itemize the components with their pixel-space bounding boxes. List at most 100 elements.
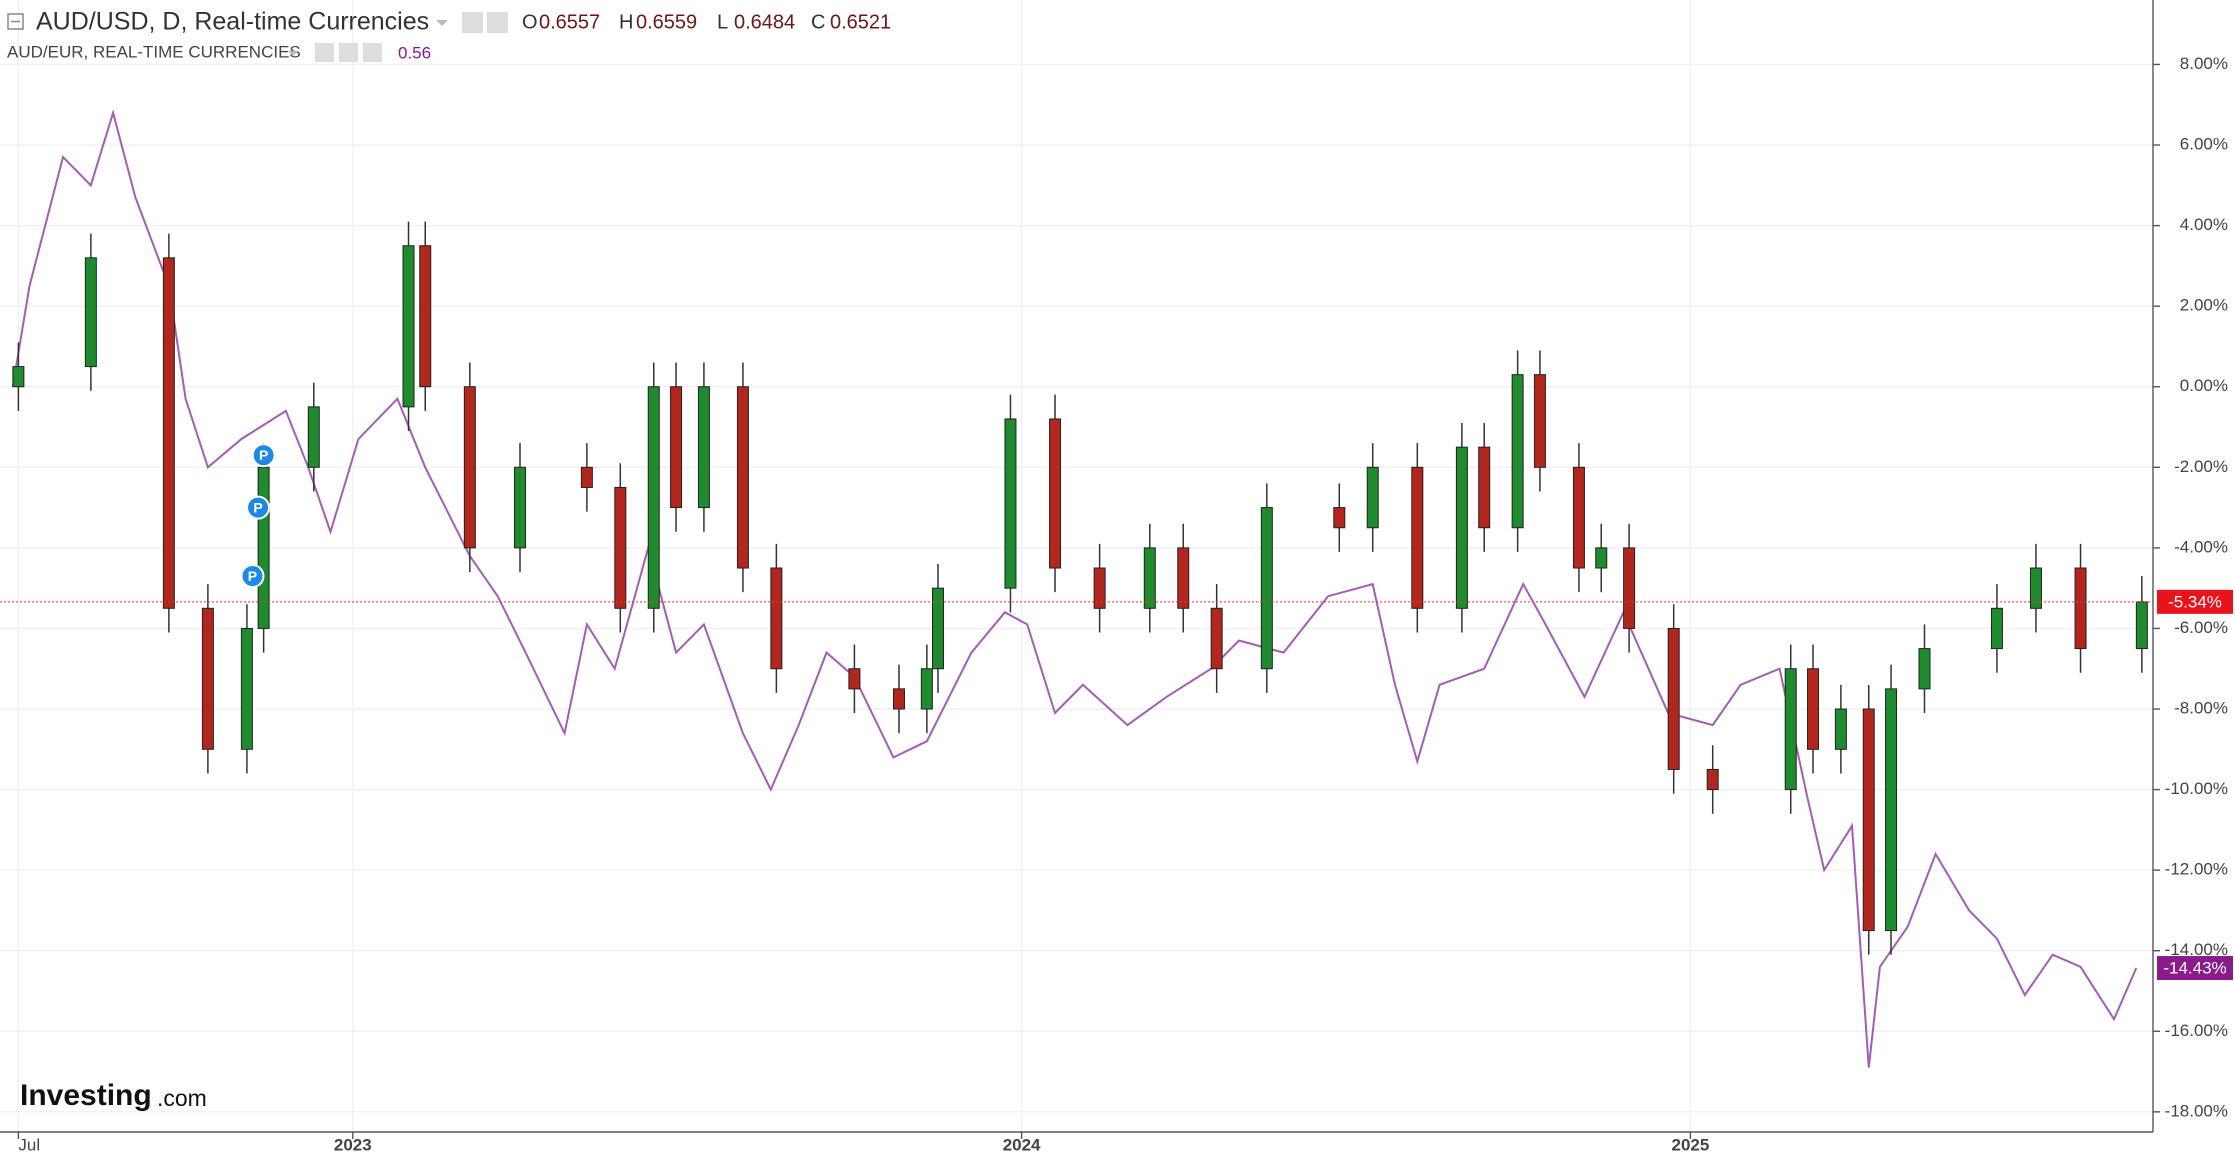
y-tick-label: -14.00% [2165,940,2228,959]
y-tick-label: 4.00% [2180,215,2228,234]
marker-label: P [253,499,262,515]
candle-body [402,245,415,408]
candle-body [162,257,175,609]
y-tick-label: 2.00% [2180,296,2228,315]
price-badge-label: -5.34% [2168,592,2222,611]
compare-line [11,109,2138,1068]
candle-body [1143,547,1156,609]
ohlc-key: H [619,11,633,33]
y-tick-label: -18.00% [2165,1101,2228,1120]
candle-body [670,386,683,509]
y-tick-label: -8.00% [2174,698,2228,717]
candle-body [1049,418,1062,569]
y-tick-label: 6.00% [2180,135,2228,154]
candle-body [1093,567,1106,609]
ohlc-value: 0.6484 [734,11,795,33]
candle-body [1478,446,1491,529]
candle-body [513,466,526,549]
candle-body [697,386,710,509]
candle-body [892,688,905,710]
marker-label: P [259,447,268,463]
candle-body [770,567,783,670]
y-tick-label: -10.00% [2165,779,2228,798]
marker-label: P [248,568,257,584]
candle-body [848,668,861,690]
candle-body [1210,607,1223,670]
candle-body [1918,648,1931,690]
candle-body [1990,607,2003,650]
settings-icon[interactable] [315,43,334,62]
candle-body [463,386,476,549]
logo-suffix: .com [157,1085,207,1111]
ohlc-key: O [522,11,538,33]
candle-body [1807,668,1820,750]
plot-area: P P P [0,109,2153,1068]
candle-body [12,366,25,388]
price-badge-label: -14.43% [2163,959,2226,978]
price-badge [2157,956,2233,981]
compare-value: 0.56 [398,43,431,62]
dropdown-arrow[interactable] [288,51,298,56]
marker [251,443,276,468]
collapse-icon[interactable] [7,13,24,30]
ohlc-value: 0.6559 [636,11,697,33]
settings-icon[interactable] [462,12,483,33]
candle-body [1623,547,1636,629]
candle-body [1511,374,1524,529]
y-tick-label: -16.00% [2165,1021,2228,1040]
candle-body [2074,567,2087,650]
ohlc-key: C [811,11,825,33]
ohlc-value: 0.6521 [830,11,891,33]
close-icon[interactable] [363,43,382,62]
candle-body [1533,374,1546,468]
compare-title: AUD/EUR, REAL-TIME CURRENCIES [7,42,301,61]
gear-icon[interactable] [487,12,508,33]
ohlc-key: L [717,11,728,33]
gear-icon[interactable] [339,43,358,62]
candle-body [1885,688,1898,932]
ohlc-value: 0.6557 [539,11,600,33]
candle-body [1004,418,1017,589]
candle-body [2135,601,2148,650]
candle-body [1784,668,1797,791]
x-tick-label: 2023 [334,1135,372,1154]
logo-brand: Investing [20,1079,152,1112]
y-tick-label: -2.00% [2174,457,2228,476]
candle-body [580,466,593,488]
candle-body [932,587,945,670]
marker [246,495,271,520]
candle-body [1455,446,1468,609]
candle-body [201,607,214,750]
candle-body [1260,507,1273,670]
candle-body [1667,627,1680,770]
candle-body [920,668,933,710]
candle-body [419,245,432,388]
candle-body [240,627,253,750]
x-tick-label: Jul [18,1135,40,1154]
dropdown-arrow[interactable] [436,20,448,26]
candle-body [307,406,320,468]
y-tick-label: -4.00% [2174,537,2228,556]
price-badge [2157,589,2233,614]
candle-body [1834,708,1847,750]
y-tick-label: -12.00% [2165,860,2228,879]
x-tick-label: 2024 [1003,1135,1041,1154]
candle-body [1411,466,1424,609]
symbol-title: AUD/USD, D, Real-time Currencies [36,8,429,36]
candle-body [1177,547,1190,609]
candle-body [647,386,660,609]
x-tick-label: 2025 [1671,1135,1709,1154]
y-tick-label: 8.00% [2180,54,2228,73]
candle-body [84,257,97,368]
candle-body [736,386,749,569]
y-tick-label: -6.00% [2174,618,2228,637]
candle-body [1595,547,1608,569]
candle-body [1333,507,1346,529]
candle-body [257,466,270,629]
candle-body [614,486,627,609]
ohlc-group: O 0.6557 H 0.6559 L 0.6484 C 0.6521 [522,11,891,33]
marker [240,564,265,589]
